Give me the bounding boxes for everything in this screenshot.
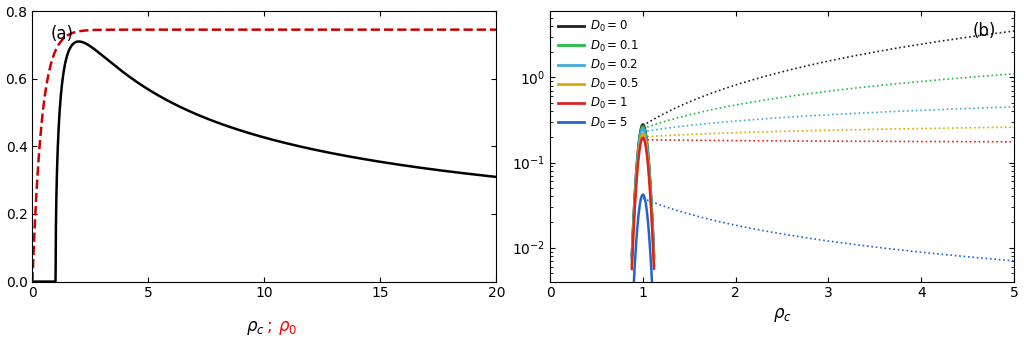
- Legend: $D_0 = 0$, $D_0 = 0.1$, $D_0 = 0.2$, $D_0 = 0.5$, $D_0 = 1$, $D_0 = 5$: $D_0 = 0$, $D_0 = 0.1$, $D_0 = 0.2$, $D_…: [556, 17, 641, 133]
- Text: $\,;\,\rho_0$: $\,;\,\rho_0$: [264, 319, 298, 338]
- Text: (a): (a): [51, 25, 74, 43]
- Text: (b): (b): [972, 22, 995, 40]
- X-axis label: $\rho_c$: $\rho_c$: [773, 306, 792, 324]
- Text: $\rho_c$: $\rho_c$: [246, 319, 264, 338]
